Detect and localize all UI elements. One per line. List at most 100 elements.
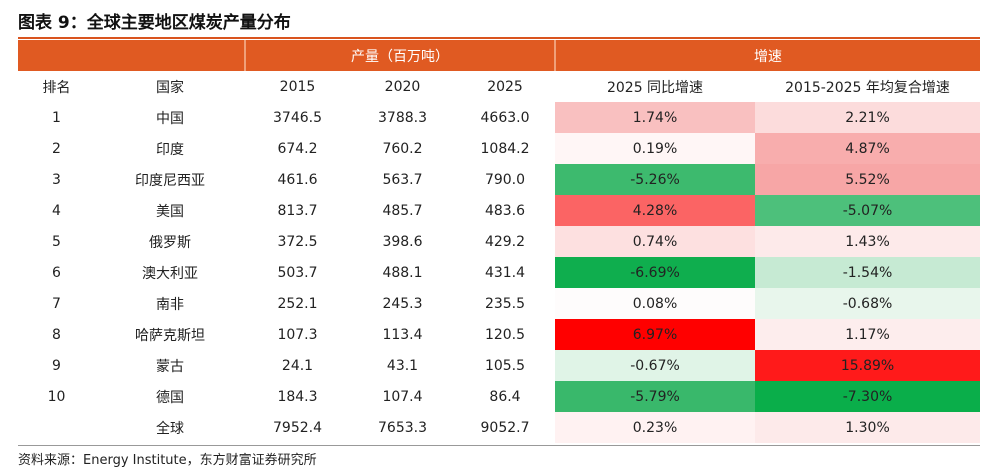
table-cell: 南非 [156,296,184,313]
table-cell: 483.6 [484,202,526,219]
column-header: 2015-2025 年均复合增速 [785,79,950,96]
table-cell: 0.19% [555,133,756,164]
table-cell: 429.2 [484,233,526,250]
column-header: 2015 [279,78,316,95]
table-cell: 235.5 [484,295,526,312]
table-cell: 9 [52,357,61,374]
table-row: 8 哈萨克斯坦 107.3 113.4 120.5 6.97% 1.17% [18,319,981,350]
table-cell: 15.89% [755,350,981,381]
table-row: 全球 7952.4 7653.3 9052.7 0.23% 1.30% [18,412,981,443]
table-cell: 8 [52,326,61,343]
table-cell: 503.7 [277,264,318,281]
group-header-blank [95,40,245,71]
table-row: 6 澳大利亚 503.7 488.1 431.4 -6.69% -1.54% [18,257,981,288]
table-cell: 4663.0 [480,109,530,126]
table: 产量（百万吨） 增速排名 国家 2015 2020 2025 2025 同比增速 2015-2… [18,40,981,443]
table-cell: 4.87% [755,133,981,164]
table-cell [18,412,95,443]
table-cell: 1.30% [755,412,981,443]
column-header: 2025 [487,78,523,95]
column-header: 2020 [384,78,421,95]
table-row: 9 蒙古 24.1 43.1 105.5 -0.67% 15.89% [18,350,981,381]
table-cell: -5.07% [755,195,981,226]
title-rule [18,37,980,39]
column-header: 2025 同比增速 [606,79,704,96]
table-cell: 107.3 [277,326,318,343]
title: 图表 9：全球主要地区煤炭产量分布 [18,13,291,33]
table-cell: 105.5 [484,357,526,374]
table-cell: 790.0 [484,171,526,188]
table-cell: 184.3 [277,388,318,405]
table-cell: 6.97% [555,319,756,350]
table-cell: 0.08% [555,288,756,319]
table-cell: 461.6 [277,171,318,188]
table-cell: 哈萨克斯坦 [135,327,205,344]
table-cell: 俄罗斯 [149,234,191,251]
table-row: 7 南非 252.1 245.3 235.5 0.08% -0.68% [18,288,981,319]
table-cell: -0.67% [555,350,756,381]
source: 资料来源：Energy Institute，东方财富证券研究所 [18,453,317,468]
table-cell: 5.52% [755,164,981,195]
table-body: 产量（百万吨） 增速排名 国家 2015 2020 2025 2025 同比增速 2015-2… [18,40,981,443]
table-cell: 澳大利亚 [142,265,198,282]
table-cell: 252.1 [277,295,318,312]
table-cell: 蒙古 [156,358,184,375]
table-row: 10 德国 184.3 107.4 86.4 -5.79% -7.30% [18,381,981,412]
table-cell: 485.7 [382,202,423,219]
column-header: 国家 [156,79,184,96]
table-cell: 488.1 [382,264,423,281]
table-cell: 5 [52,233,61,250]
table-row: 4 美国 813.7 485.7 483.6 4.28% -5.07% [18,195,981,226]
table-cell: 0.23% [555,412,756,443]
table-cell: -7.30% [755,381,981,412]
table-cell: -6.69% [555,257,756,288]
table-cell: -5.26% [555,164,756,195]
table-cell: 7952.4 [273,419,322,436]
table-cell: 美国 [156,203,184,220]
table-cell: 印度尼西亚 [135,172,205,189]
group-header-row: 产量（百万吨） 增速 [18,40,981,71]
table-cell: 398.6 [382,233,423,250]
table-cell: 1.43% [755,226,981,257]
table-cell: 431.4 [484,264,526,281]
group-header: 产量（百万吨） [243,40,556,71]
table-cell: 4 [52,202,61,219]
group-header-blank [18,40,95,71]
bottom-rule [18,445,980,446]
table-cell: 3746.5 [273,109,322,126]
table-row: 2 印度 674.2 760.2 1084.2 0.19% 4.87% [18,133,981,164]
table-cell: 43.1 [386,357,419,374]
table-cell: 245.3 [382,295,423,312]
table-cell: 0.74% [555,226,756,257]
column-header-row: 排名 国家 2015 2020 2025 2025 同比增速 2015-2025 年均复合增… [18,71,980,102]
table-cell: 7 [52,295,61,312]
table-cell: 760.2 [382,140,423,157]
table-cell: 1 [52,109,61,126]
table-row: 1 中国 3746.5 3788.3 4663.0 1.74% 2.21% [18,102,981,133]
table-row: 5 俄罗斯 372.5 398.6 429.2 0.74% 1.43% [18,226,981,257]
table-cell: 1.17% [755,319,981,350]
table-cell: -5.79% [555,381,756,412]
table-cell: 1084.2 [480,140,530,157]
table-cell: 7653.3 [378,419,427,436]
table-row: 3 印度尼西亚 461.6 563.7 790.0 -5.26% 5.52% [18,164,981,195]
table-cell: 120.5 [484,326,526,343]
table-cell: 中国 [156,110,184,127]
table-cell: 3788.3 [378,109,427,126]
table-cell: 印度 [156,141,184,158]
table-cell: 2.21% [755,102,981,133]
table-cell: -0.68% [755,288,981,319]
table-cell: 107.4 [382,388,423,405]
table-cell: 4.28% [555,195,756,226]
table-cell: -1.54% [755,257,981,288]
table-cell: 563.7 [382,171,423,188]
table-cell: 113.4 [382,326,423,343]
column-header: 排名 [42,79,71,96]
group-header: 增速 [554,40,981,71]
table-cell: 9052.7 [480,419,530,436]
table-cell: 372.5 [277,233,318,250]
table-cell: 全球 [156,420,184,437]
table-cell: 10 [47,388,66,405]
table-cell: 1.74% [555,102,756,133]
